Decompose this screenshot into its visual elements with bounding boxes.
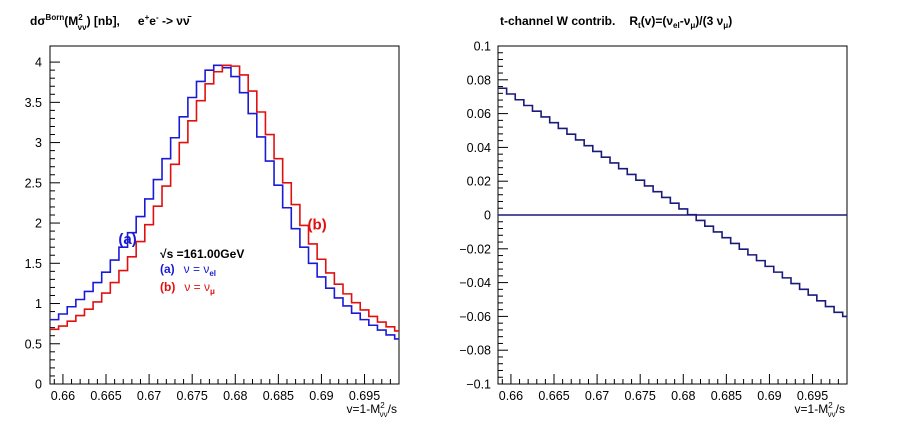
right-series-group: [498, 87, 847, 318]
left-xlabel-sub: νν: [380, 410, 388, 419]
right-y-tick-label: −0.1: [466, 378, 491, 392]
left-x-tick-label: 0.66: [51, 389, 75, 403]
right-xlabel-sup: 2: [828, 401, 833, 410]
right-title-r-sub: t: [638, 21, 641, 30]
right-xlabel: v=1-M2 νν/s: [795, 401, 845, 419]
left-x-tick-label: 0.68: [223, 389, 247, 403]
left-y-tick-label: 2.5: [25, 176, 42, 190]
left-y-tick-label: 2: [35, 217, 42, 231]
right-x-axis: 0.66 0.665 0.67 0.675 0.68 0.685 0.69 0.695: [499, 374, 848, 403]
right-y-tick-label: 0: [484, 209, 491, 223]
right-y-tick-label: −0.06: [459, 310, 491, 324]
legend-entry-a-tag: (a): [160, 262, 175, 276]
right-title-sub-mu2: μ: [723, 21, 728, 30]
left-title-sup: Born: [46, 13, 65, 22]
left-panel: dσBorn(M2 νν) [nb], e+e- -> νν̄ 00.511.522…: [25, 13, 400, 419]
left-y-tick-label: 0.5: [25, 337, 42, 351]
right-title-r: R: [629, 14, 638, 28]
left-series-group: [50, 64, 399, 340]
left-y-axis: 0 0.5 1 1.5 2 2.5 3 3.5 4: [25, 56, 60, 392]
left-xlabel: v=1-M2 νν/s: [347, 401, 397, 419]
right-y-tick-label: 0.02: [467, 175, 491, 189]
left-y-tick-label: 1: [35, 297, 42, 311]
legend-header: √s =161.00GeV: [160, 247, 244, 261]
right-x-tick-label: 0.695: [797, 389, 828, 403]
right-title-tail: )/(3 ν: [695, 14, 723, 28]
right-title: t-channel W contrib. Rt(v)=(νel-νμ)/(3 νμ…: [500, 14, 732, 30]
right-y-tick-label: 0.04: [467, 141, 491, 155]
left-title-arg-sup: 2: [78, 13, 83, 22]
right-y-tick-label: −0.08: [459, 344, 491, 358]
right-x-tick-label: 0.69: [757, 389, 781, 403]
left-title-arg-sub: νν: [78, 23, 87, 32]
right-y-tick-label: −0.02: [459, 242, 491, 256]
right-xlabel-main: v=1-M: [795, 402, 829, 416]
right-y-tick-label: 0.1: [474, 40, 491, 54]
left-x-axis: 0.66 0.665 0.67 0.675 0.68 0.685 0.69 0.695: [51, 374, 400, 403]
right-title-close: ): [728, 14, 732, 28]
right-y-tick-label: −0.04: [459, 276, 491, 290]
left-y-tick-label: 1.5: [25, 257, 42, 271]
right-title-mid: -ν: [680, 14, 691, 28]
left-annotations: (a) (b): [118, 217, 326, 248]
left-x-tick-label: 0.675: [177, 389, 208, 403]
left-y-tick-label: 3: [35, 136, 42, 150]
legend-entry-a-label: ν = ν: [184, 262, 210, 276]
legend-entry-b-label: ν = ν: [184, 280, 210, 294]
left-y-tick-label: 3.5: [25, 96, 42, 110]
right-x-tick-label: 0.665: [538, 389, 569, 403]
left-title-unit: ) [nb],: [87, 14, 120, 28]
left-title-main: dσ: [30, 14, 46, 28]
left-title-process-tail: -> νν̄: [159, 14, 192, 28]
left-title-arg: (M: [64, 14, 78, 28]
right-panel: t-channel W contrib. Rt(v)=(νel-νμ)/(3 νμ…: [459, 14, 848, 419]
left-plot-frame: [49, 45, 400, 385]
legend-entry-b: (b) ν = νμ: [160, 280, 215, 296]
left-y-tick-label: 0: [35, 378, 42, 392]
right-y-axis: −0.1 −0.08 −0.06 −0.04 −0.02 0 0.02 0.04 0.06 0.0…: [459, 40, 508, 392]
left-title-process-sup1: +: [145, 13, 150, 22]
right-y-tick-label: 0.08: [467, 73, 491, 87]
left-title-process-mid: e: [149, 14, 156, 28]
left-x-tick-label: 0.69: [309, 389, 333, 403]
left-x-tick-label: 0.695: [349, 389, 380, 403]
left-x-tick-label: 0.665: [90, 389, 121, 403]
right-x-tick-label: 0.68: [671, 389, 695, 403]
right-title-r-arg: (v)=(ν: [641, 14, 674, 28]
right-x-tick-label: 0.685: [711, 389, 742, 403]
legend-entry-a: (a) ν = νel: [160, 262, 216, 278]
left-title-process: e: [138, 14, 145, 28]
right-xlabel-tail: /s: [836, 402, 845, 416]
left-annotation-0: (a): [118, 231, 136, 248]
right-series-0: [498, 87, 847, 318]
left-title: dσBorn(M2 νν) [nb], e+e- -> νν̄: [30, 13, 192, 32]
left-x-tick-label: 0.685: [263, 389, 294, 403]
left-xlabel-sup: 2: [380, 401, 385, 410]
right-x-tick-label: 0.675: [625, 389, 656, 403]
right-title-sub-mu: μ: [690, 21, 695, 30]
legend-entry-b-sub: μ: [210, 287, 215, 296]
right-x-tick-label: 0.66: [499, 389, 523, 403]
left-xlabel-tail: /s: [388, 402, 397, 416]
left-x-tick-label: 0.67: [137, 389, 161, 403]
left-series-1: [50, 64, 399, 332]
legend-entry-a-sub: el: [209, 269, 216, 278]
right-title-sub-el: el: [673, 21, 680, 30]
right-title-main: t-channel W contrib.: [500, 14, 615, 28]
left-series-0: [50, 64, 399, 340]
left-title-process-sup2: -: [156, 13, 159, 22]
left-annotation-1: (b): [308, 217, 327, 234]
right-y-tick-label: 0.06: [467, 107, 491, 121]
right-x-tick-label: 0.67: [585, 389, 609, 403]
left-legend: √s =161.00GeV (a) ν = νel (b) ν = νμ: [160, 247, 244, 296]
left-xlabel-main: v=1-M: [347, 402, 381, 416]
legend-entry-b-tag: (b): [160, 280, 175, 294]
left-y-tick-label: 4: [35, 56, 42, 70]
right-xlabel-sub: νν: [828, 410, 836, 419]
